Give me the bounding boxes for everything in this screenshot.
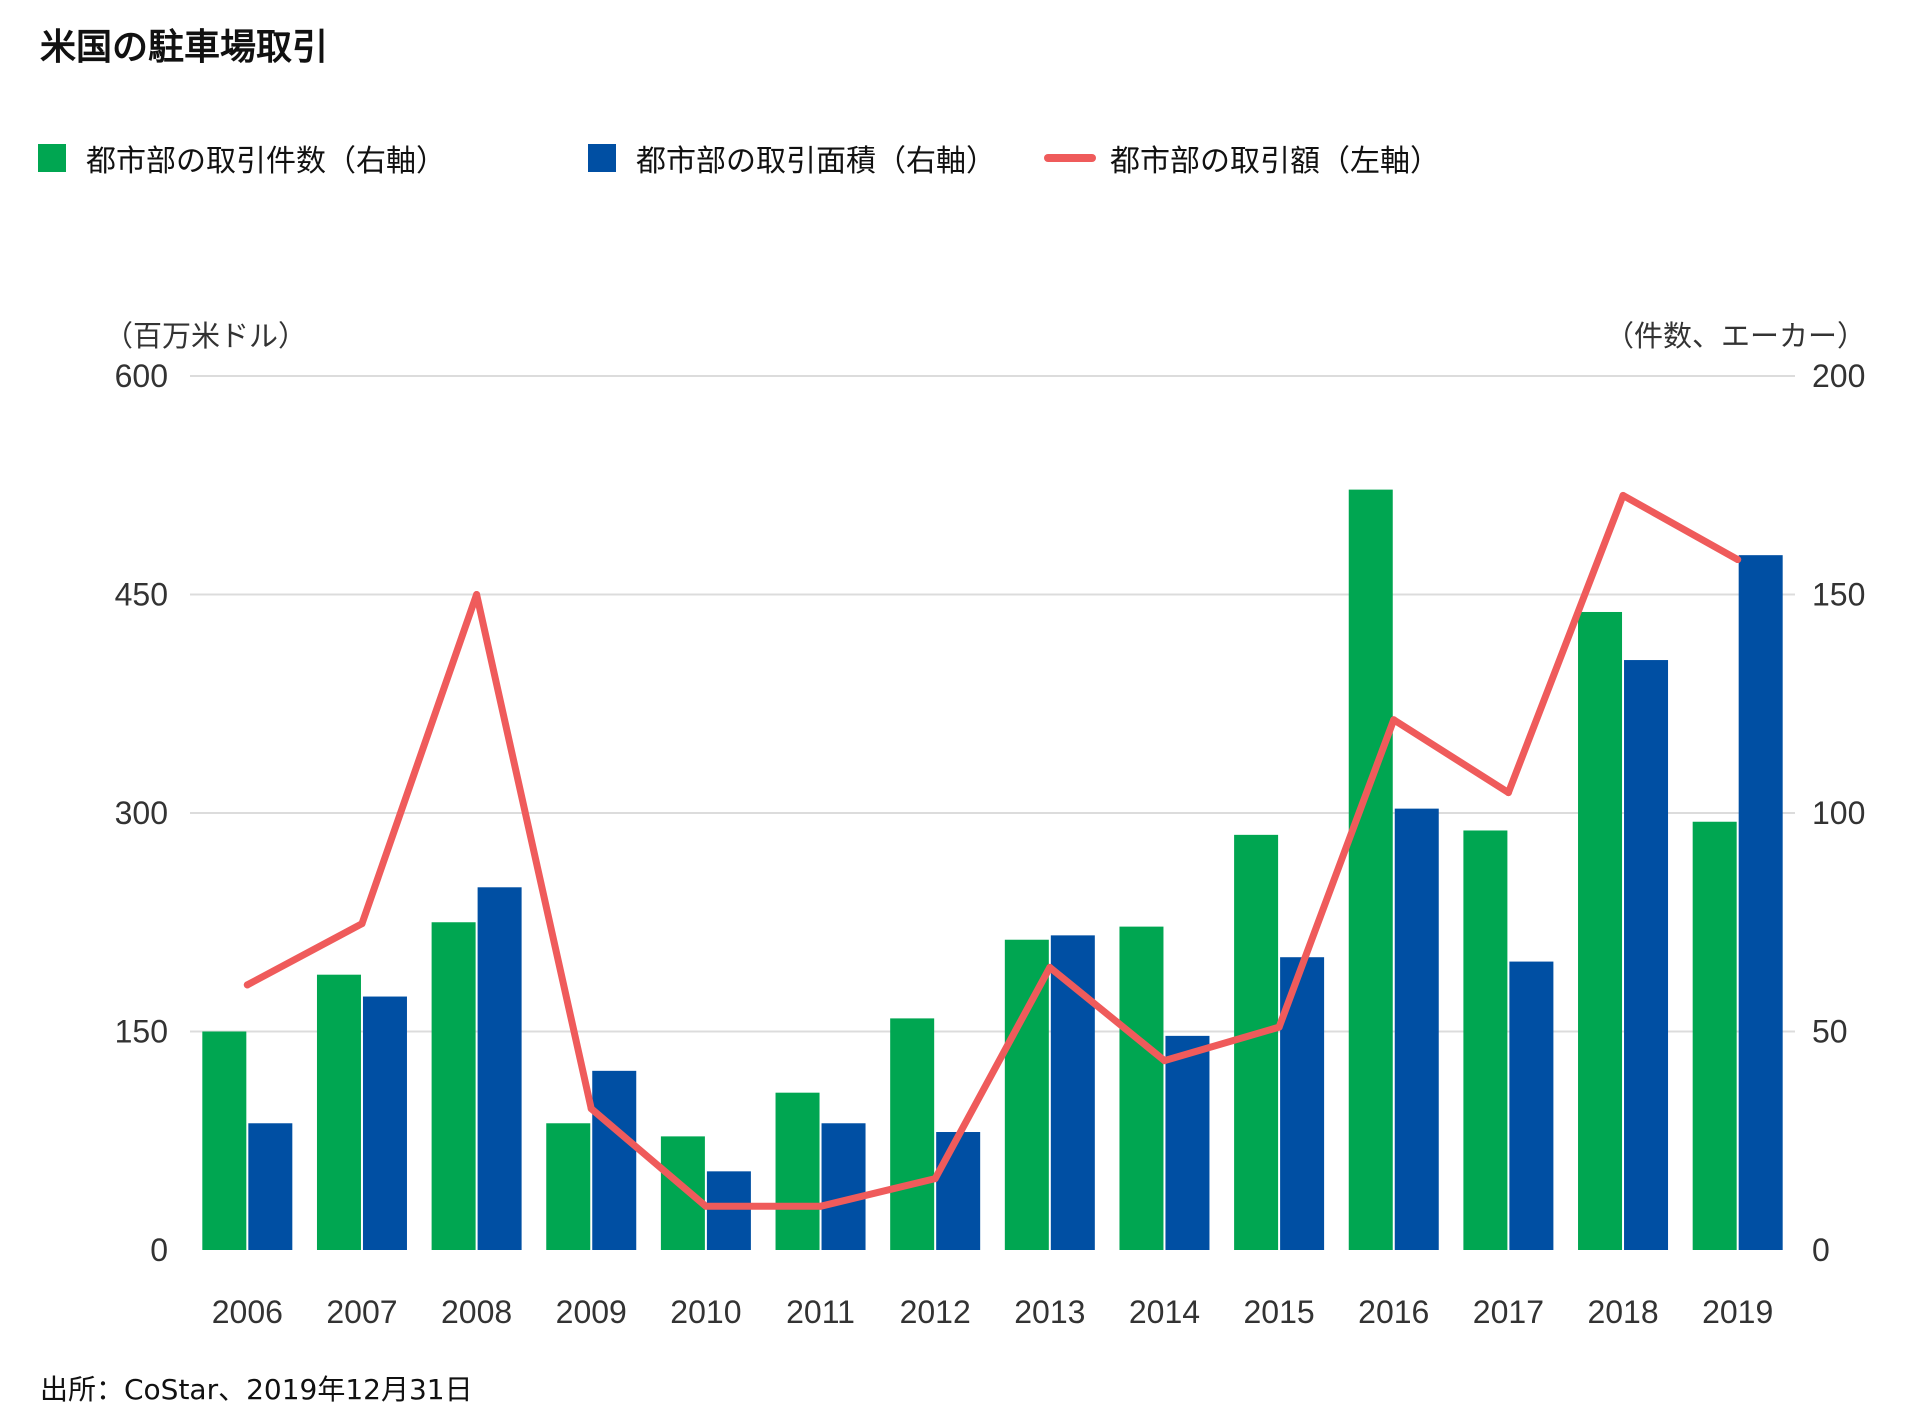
legend-line-amount: [1044, 154, 1096, 162]
bar: [316, 974, 361, 1250]
bar: [1234, 834, 1279, 1250]
y-right-tick-label: 200: [1812, 358, 1865, 394]
line-point: [1046, 963, 1054, 971]
line-point: [473, 591, 481, 598]
bar: [1119, 926, 1164, 1250]
bar: [477, 887, 522, 1250]
line-point: [702, 1202, 710, 1210]
legend-label-area: 都市部の取引面積（右軸）: [636, 144, 996, 179]
x-tick-label: 2009: [556, 1294, 627, 1330]
axis-labels: 0 150 300 450 600 0 50 100 150 200 （百万米ドル） （件数、エーカー…: [104, 319, 1866, 1330]
line-point: [1160, 1057, 1168, 1065]
legend-label-count: 都市部の取引件数（右軸）: [86, 144, 446, 179]
bar: [362, 996, 407, 1250]
gridlines: [190, 375, 1795, 1033]
y-left-axis-label: （百万米ドル）: [104, 319, 307, 353]
y-left-tick-label: 150: [115, 1014, 168, 1050]
bar: [202, 1031, 247, 1250]
line-point: [587, 1105, 595, 1113]
bar: [936, 1132, 981, 1250]
bars: [202, 489, 1783, 1250]
x-tick-label: 2013: [1014, 1294, 1085, 1330]
x-tick-label: 2012: [900, 1294, 971, 1330]
source-note: 出所：CoStar、2019年12月31日: [40, 1373, 473, 1406]
bar: [431, 922, 476, 1250]
line-point: [1390, 716, 1398, 724]
bar: [660, 1136, 705, 1250]
x-tick-label: 2018: [1587, 1294, 1658, 1330]
bar: [1004, 939, 1049, 1250]
bar: [546, 1123, 591, 1250]
bar: [1348, 489, 1393, 1250]
line-point: [358, 920, 366, 928]
chart-title: 米国の駐車場取引: [40, 27, 329, 68]
x-tick-label: 2016: [1358, 1294, 1429, 1330]
bar: [1509, 961, 1554, 1250]
x-tick-label: 2017: [1473, 1294, 1544, 1330]
bar: [592, 1070, 637, 1250]
bar: [1624, 660, 1669, 1250]
y-right-tick-label: 150: [1812, 577, 1865, 613]
y-left-tick-label: 300: [115, 795, 168, 831]
line-point: [931, 1175, 939, 1183]
y-right-tick-label: 50: [1812, 1014, 1848, 1050]
line-amount: [243, 491, 1742, 1210]
x-tick-label: 2008: [441, 1294, 512, 1330]
bar: [775, 1092, 820, 1250]
line-point: [1734, 556, 1742, 564]
y-right-tick-label: 100: [1812, 795, 1865, 831]
bar: [1463, 830, 1508, 1250]
x-tick-label: 2010: [670, 1294, 741, 1330]
bar: [1692, 821, 1737, 1250]
bar: [248, 1123, 293, 1250]
legend-item-area: 都市部の取引面積（右軸）: [588, 138, 996, 179]
y-right-tick-label: 0: [1812, 1232, 1830, 1268]
line-series: [243, 491, 1742, 1210]
y-left-tick-label: 600: [115, 358, 168, 394]
x-tick-label: 2011: [786, 1294, 855, 1330]
line-point: [1504, 789, 1512, 797]
bar: [1394, 808, 1439, 1250]
x-tick-label: 2007: [326, 1294, 397, 1330]
line-point: [817, 1202, 825, 1210]
legend-item-amount: 都市部の取引額（左軸）: [1044, 138, 1440, 179]
line-point: [1619, 491, 1627, 499]
legend-item-count: 都市部の取引件数（右軸）: [38, 138, 446, 179]
legend-swatch-count: [38, 144, 66, 172]
line-point: [243, 981, 251, 989]
y-left-tick-label: 0: [150, 1232, 168, 1268]
bar: [1738, 555, 1783, 1250]
bar: [821, 1123, 866, 1250]
legend-swatch-area: [588, 144, 616, 172]
x-tick-label: 2019: [1702, 1294, 1773, 1330]
bar: [1165, 1035, 1210, 1250]
legend-label-amount: 都市部の取引額（左軸）: [1110, 144, 1440, 179]
bar: [890, 1018, 935, 1250]
x-tick-label: 2015: [1244, 1294, 1315, 1330]
x-tick-label: 2014: [1129, 1294, 1200, 1330]
y-left-tick-label: 450: [115, 577, 168, 613]
y-right-axis-label: （件数、エーカー）: [1605, 319, 1866, 353]
x-tick-label: 2006: [212, 1294, 283, 1330]
bar: [706, 1171, 751, 1250]
bar: [1578, 611, 1623, 1250]
line-point: [1275, 1023, 1283, 1031]
